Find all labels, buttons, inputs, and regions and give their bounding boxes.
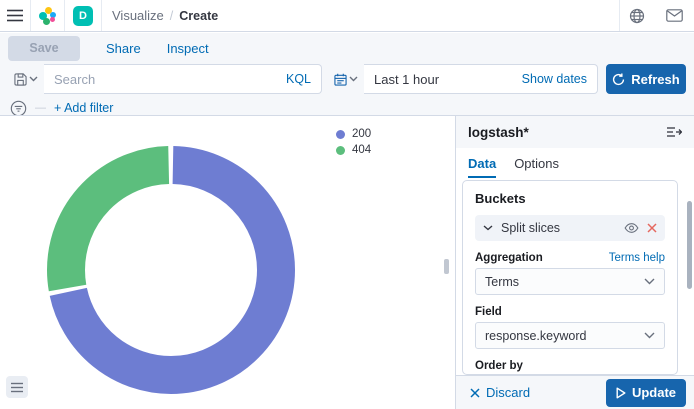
content-area: 200 404 logstash* Data Options: [0, 115, 694, 409]
refresh-label: Refresh: [631, 71, 680, 87]
eye-icon: [624, 223, 639, 233]
legend-dot-200: [336, 129, 345, 139]
panel-tabs: Data Options: [456, 148, 694, 178]
newsfeed-button[interactable]: [620, 0, 654, 31]
donut-slice-200[interactable]: [47, 146, 295, 394]
saved-query-menu-button[interactable]: [8, 64, 44, 94]
chevron-down-icon[interactable]: [483, 225, 493, 231]
top-navigation-bar: D Visualize / Create: [0, 0, 694, 32]
chevron-down-icon: [644, 332, 655, 339]
collapse-right-icon: [667, 127, 682, 137]
query-bar: KQL Last 1 hour Show dates Refresh: [8, 64, 686, 94]
nav-right-icons: [619, 0, 694, 31]
time-range-display[interactable]: Last 1 hour Show dates: [364, 64, 598, 94]
remove-bucket-button[interactable]: [647, 223, 657, 233]
chevron-down-icon: [644, 278, 655, 285]
legend-label-404[interactable]: 404: [352, 144, 372, 156]
visualize-toolbar-area: Save Share Inspect KQL: [0, 33, 694, 117]
order-by-label: Order by: [475, 360, 523, 372]
divider: [30, 0, 31, 31]
kql-language-button[interactable]: KQL: [285, 72, 311, 86]
elastic-home-button[interactable]: [31, 0, 64, 31]
tab-data[interactable]: Data: [468, 156, 497, 178]
envelope-icon: [665, 9, 683, 22]
mail-button[interactable]: [654, 0, 694, 31]
list-icon: [11, 382, 23, 392]
toggle-visibility-button[interactable]: [624, 223, 639, 233]
chevron-down-icon: [29, 76, 38, 82]
menu-button[interactable]: [0, 0, 30, 31]
time-range-value[interactable]: Last 1 hour: [374, 71, 440, 87]
refresh-button[interactable]: Refresh: [606, 64, 686, 94]
field-label: Field: [475, 306, 502, 318]
donut-slice-404[interactable]: [47, 146, 295, 394]
search-input[interactable]: [54, 71, 286, 87]
show-dates-button[interactable]: Show dates: [521, 72, 587, 86]
filter-bar: — + Add filter: [10, 100, 114, 117]
legend-item-200[interactable]: 200: [336, 128, 371, 140]
elastic-logo-icon: [38, 6, 57, 25]
legend-label-200[interactable]: 200: [352, 128, 372, 140]
divider: [101, 0, 102, 31]
share-button[interactable]: Share: [106, 40, 141, 56]
play-icon: [616, 387, 626, 398]
field-value: response.keyword: [485, 328, 587, 343]
update-button[interactable]: Update: [606, 378, 686, 407]
breadcrumb-create: Create: [179, 8, 219, 23]
chart-legend: 200 404: [336, 128, 371, 156]
update-label: Update: [631, 385, 677, 400]
tab-options[interactable]: Options: [514, 156, 559, 171]
divider: [619, 0, 620, 31]
legend-item-404[interactable]: 404: [336, 144, 371, 156]
buckets-title: Buckets: [475, 191, 526, 206]
date-quick-select-button[interactable]: [328, 64, 364, 94]
action-row: Save Share Inspect: [0, 33, 694, 63]
index-pattern-title: logstash*: [468, 124, 529, 140]
visualization-editor-panel: logstash* Data Options Buckets Split sli…: [455, 116, 694, 409]
terms-help-link[interactable]: Terms help: [608, 252, 665, 264]
divider: [64, 0, 65, 31]
aggregation-select[interactable]: Terms: [475, 268, 665, 295]
breadcrumb-separator: /: [169, 8, 174, 23]
refresh-icon: [613, 73, 625, 85]
chevron-down-icon: [349, 76, 358, 82]
collapse-panel-button[interactable]: [667, 126, 682, 138]
breadcrumb: Visualize / Create: [112, 8, 218, 23]
legend-dot-404: [336, 145, 345, 155]
panel-footer: Discard Update: [456, 375, 694, 409]
save-query-icon: [14, 72, 27, 86]
discard-button[interactable]: Discard: [470, 385, 530, 400]
globe-icon: [629, 8, 645, 23]
panel-scrollbar[interactable]: [687, 201, 692, 289]
field-select[interactable]: response.keyword: [475, 322, 665, 349]
aggregation-value: Terms: [485, 274, 520, 289]
split-slices-row[interactable]: Split slices: [475, 215, 665, 241]
discard-label: Discard: [486, 385, 531, 400]
hamburger-icon: [7, 9, 23, 22]
aggregation-label: Aggregation: [475, 252, 543, 264]
calendar-icon: [334, 73, 347, 86]
space-selector[interactable]: D: [65, 0, 101, 31]
filter-dash: —: [35, 102, 46, 114]
filter-icon[interactable]: [10, 100, 27, 117]
add-filter-button[interactable]: + Add filter: [54, 101, 114, 115]
buckets-card: Buckets Split slices: [462, 180, 678, 375]
x-icon: [470, 387, 480, 398]
donut-chart[interactable]: [47, 146, 295, 394]
legend-toggle-button[interactable]: [6, 376, 28, 398]
search-box: KQL: [44, 64, 322, 94]
x-icon: [647, 223, 657, 233]
space-badge[interactable]: D: [73, 5, 93, 26]
panel-resize-handle[interactable]: [444, 259, 449, 274]
split-slices-label: Split slices: [501, 221, 561, 235]
inspect-button[interactable]: Inspect: [166, 40, 209, 56]
breadcrumb-visualize[interactable]: Visualize: [112, 8, 164, 23]
panel-header: logstash*: [456, 116, 694, 148]
save-button[interactable]: Save: [8, 35, 80, 61]
